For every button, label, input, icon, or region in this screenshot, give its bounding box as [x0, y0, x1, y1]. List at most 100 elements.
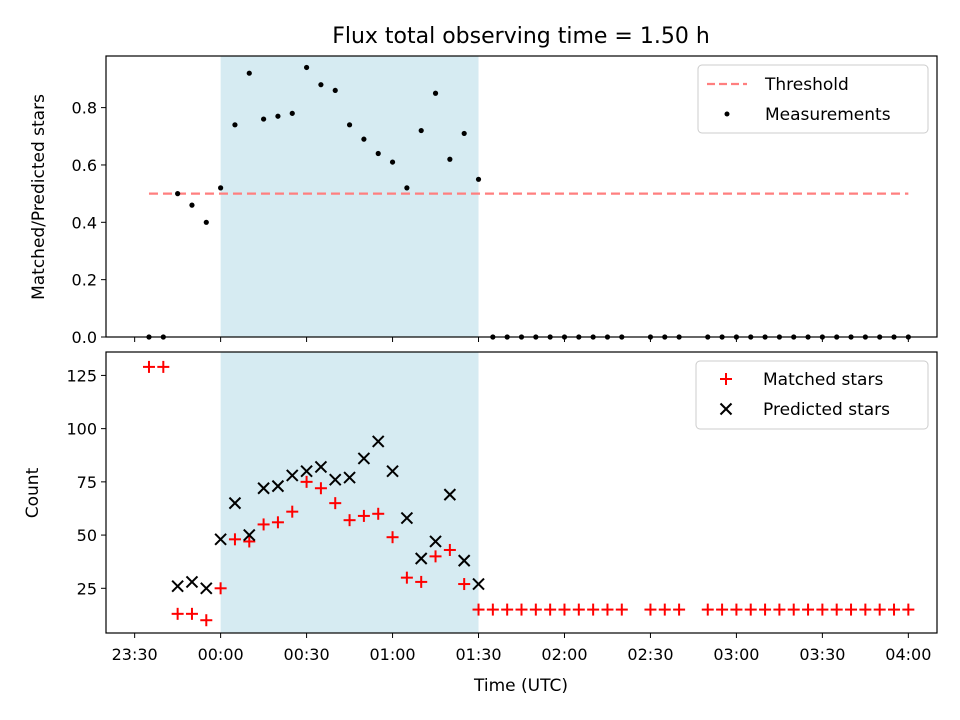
measurement-point: [475, 176, 482, 182]
x-stroke: [343, 471, 356, 484]
top-panel: 0.00.20.40.60.8 Matched/Predicted stars …: [29, 55, 938, 347]
predicted-stars-point: [443, 488, 457, 501]
x-stroke: [329, 473, 342, 486]
predicted-stars-point: [200, 582, 213, 595]
matched-stars-point: [730, 603, 743, 616]
matched-stars-point: [271, 516, 284, 529]
matched-stars-point: [228, 533, 241, 546]
bottom-axis-ticks: 25 50 75 100 125 23:30 00:00 00:30 01:00 01:30 02:…: [66, 366, 931, 664]
predicted-stars-point: [171, 579, 184, 593]
matched-stars-point: [214, 582, 227, 595]
measurement-point: [418, 127, 424, 134]
measurement-point: [189, 202, 195, 208]
legend-measurements-swatch: [724, 111, 730, 117]
matched-stars-point: [200, 614, 213, 627]
legend-x-marker: [719, 402, 733, 416]
predicted-stars-point: [457, 554, 471, 567]
matched-stars-point: [802, 603, 815, 616]
matched-stars-point: [343, 514, 356, 527]
matched-stars-point: [329, 497, 342, 510]
measurement-point: [175, 191, 181, 197]
matched-stars-point: [501, 603, 514, 616]
measurement-point: [303, 64, 310, 71]
matched-stars-point: [873, 603, 886, 616]
bottom-y-tick-label: 125: [66, 366, 97, 385]
measurement-point: [447, 156, 453, 162]
matched-stars-point: [286, 505, 299, 518]
x-stroke: [257, 482, 270, 495]
x-stroke: [443, 488, 457, 501]
predicted-stars-point: [214, 533, 227, 546]
predicted-stars-point: [343, 471, 356, 484]
matched-stars-point: [644, 603, 657, 616]
x-stroke: [719, 402, 733, 416]
matched-stars-point: [830, 603, 843, 616]
matched-stars-point: [157, 360, 170, 373]
x-stroke: [400, 511, 414, 525]
bottom-y-tick-label: 25: [77, 579, 97, 598]
measurement-point: [289, 110, 295, 116]
x-axis-label: Time (UTC): [473, 676, 568, 696]
x-tick-label: 03:00: [713, 645, 759, 664]
predicted-stars-point: [286, 469, 299, 482]
bottom-panel: 25 50 75 100 125 23:30 00:00 00:30 01:00 01:30 02:…: [23, 351, 938, 696]
top-legend-box: [697, 64, 929, 134]
x-tick-label: 02:30: [627, 645, 673, 664]
matched-stars-point: [658, 603, 671, 616]
legend-plus-marker: [720, 373, 732, 385]
predicted-stars-point: [185, 575, 199, 589]
x-stroke: [314, 460, 328, 474]
matched-stars-point: [773, 603, 786, 616]
bottom-y-axis-label: Count: [23, 467, 43, 518]
predicted-stars-point: [257, 482, 270, 495]
legend-predicted-label: Predicted stars: [763, 400, 890, 420]
x-stroke: [414, 552, 428, 565]
measurement-point: [232, 122, 238, 128]
measurement-point: [332, 87, 338, 94]
matched-stars-point: [443, 543, 456, 556]
x-stroke: [214, 533, 227, 546]
predicted-stars-point: [472, 577, 485, 591]
matched-stars-point: [357, 509, 370, 522]
measurement-point: [375, 150, 381, 157]
top-y-tick-label: 0.2: [72, 271, 97, 290]
matched-stars-point: [701, 603, 714, 616]
measurement-point: [203, 219, 209, 225]
measurement-point: [461, 130, 467, 137]
observing-window-highlight: [220, 56, 479, 337]
matched-stars-point: [787, 603, 800, 616]
measurement-point: [246, 70, 252, 76]
matched-stars-point: [888, 603, 901, 616]
x-stroke: [472, 577, 485, 591]
matched-stars-point: [587, 603, 600, 616]
matched-stars-point: [759, 603, 772, 616]
top-y-tick-label: 0.4: [72, 213, 97, 232]
x-stroke: [228, 496, 242, 510]
top-plot-marks: [146, 64, 911, 340]
x-stroke: [185, 575, 199, 589]
matched-stars-point: [458, 578, 471, 591]
matched-stars-point: [902, 603, 915, 616]
matched-stars-point: [544, 603, 557, 616]
predicted-stars-point: [243, 528, 256, 542]
measurement-point: [389, 159, 396, 165]
matched-stars-point: [615, 603, 628, 616]
predicted-stars-point: [386, 465, 399, 478]
matched-stars-point: [816, 603, 829, 616]
bottom-y-tick-label: 75: [77, 473, 97, 492]
x-stroke: [372, 435, 385, 448]
predicted-stars-point: [300, 465, 313, 478]
legend-measurements-label: Measurements: [765, 105, 891, 125]
x-stroke: [357, 452, 371, 465]
legend-threshold-label: Threshold: [764, 75, 849, 95]
top-axis-ticks: 0.0 0.2 0.4 0.6 0.8: [72, 99, 909, 347]
x-tick-label: 01:00: [369, 645, 415, 664]
bottom-axes-frame: [105, 351, 938, 634]
matched-stars-point: [429, 550, 442, 563]
predicted-stars-point: [357, 452, 371, 465]
matched-stars-point: [601, 603, 614, 616]
x-tick-label: 04:00: [885, 645, 931, 664]
x-tick-label: 03:30: [799, 645, 845, 664]
predicted-stars-point: [400, 511, 414, 525]
